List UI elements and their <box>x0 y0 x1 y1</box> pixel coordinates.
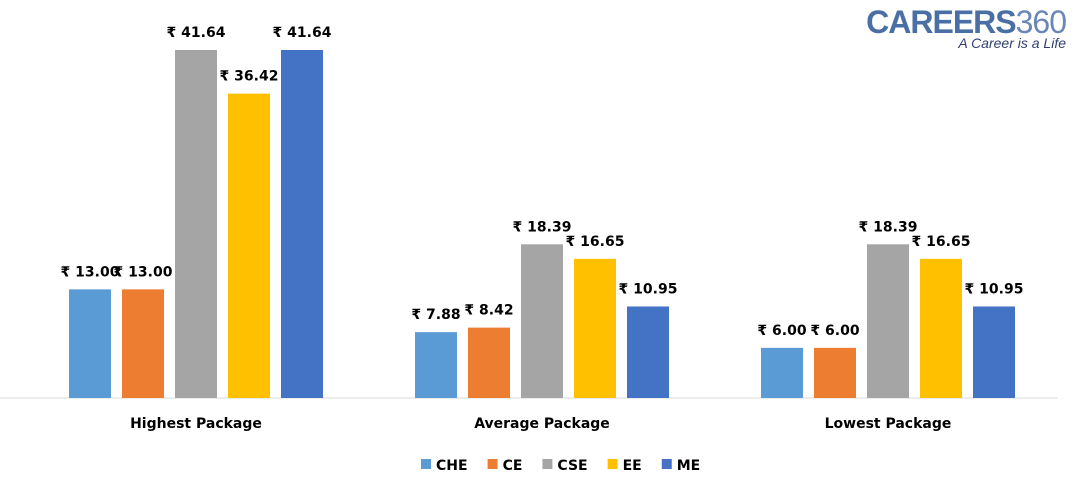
category-label: Highest Package <box>130 416 262 432</box>
bar-che-1 <box>415 332 457 398</box>
data-label: ₹ 8.42 <box>464 303 513 319</box>
bar-che-2 <box>761 347 803 398</box>
legend-label-ee: EE <box>623 458 642 474</box>
logo-number: 360 <box>1015 4 1067 40</box>
legend-label-ce: CE <box>503 458 523 474</box>
data-label: ₹ 16.65 <box>912 234 971 250</box>
bar-ee-1 <box>574 258 616 398</box>
legend-label-me: ME <box>677 458 701 474</box>
careers360-logo: CAREERS360 A Career is a Life <box>866 4 1067 51</box>
legend-swatch-che <box>421 459 431 469</box>
bar-cse-1 <box>521 244 563 398</box>
legend-swatch-ee <box>607 459 618 469</box>
bar-che-0 <box>69 289 111 398</box>
data-label: ₹ 10.95 <box>965 281 1024 297</box>
bar-cse-0 <box>175 50 217 398</box>
category-label: Lowest Package <box>825 416 952 432</box>
data-label: ₹ 6.00 <box>810 323 859 339</box>
data-label: ₹ 13.00 <box>61 264 120 280</box>
data-label: ₹ 10.95 <box>619 281 678 297</box>
data-label: ₹ 13.00 <box>114 264 173 280</box>
legend-label-che: CHE <box>436 458 468 474</box>
bar-ee-2 <box>920 258 962 398</box>
data-label: ₹ 7.88 <box>411 307 460 323</box>
bar-cse-2 <box>867 244 909 398</box>
data-label: ₹ 18.39 <box>513 219 572 235</box>
bar-ce-1 <box>468 327 510 398</box>
data-label: ₹ 41.64 <box>273 25 332 41</box>
bar-ce-0 <box>122 289 164 398</box>
data-label: ₹ 18.39 <box>859 219 918 235</box>
data-label: ₹ 36.42 <box>220 69 279 85</box>
bar-ee-0 <box>228 93 270 398</box>
logo-brand: CAREERS <box>866 4 1016 40</box>
legend-label-cse: CSE <box>557 458 587 474</box>
bar-me-0 <box>281 50 323 398</box>
bar-me-2 <box>973 306 1015 398</box>
legend-swatch-cse <box>542 459 553 469</box>
data-label: ₹ 16.65 <box>566 234 625 250</box>
logo-tagline: A Career is a Life <box>958 35 1066 51</box>
bar-me-1 <box>627 306 669 398</box>
legend-swatch-me <box>661 459 672 469</box>
category-label: Average Package <box>474 416 610 432</box>
legend-swatch-ce <box>487 459 498 469</box>
bar-ce-2 <box>814 347 856 398</box>
data-label: ₹ 6.00 <box>757 323 806 339</box>
data-label: ₹ 41.64 <box>167 25 226 41</box>
